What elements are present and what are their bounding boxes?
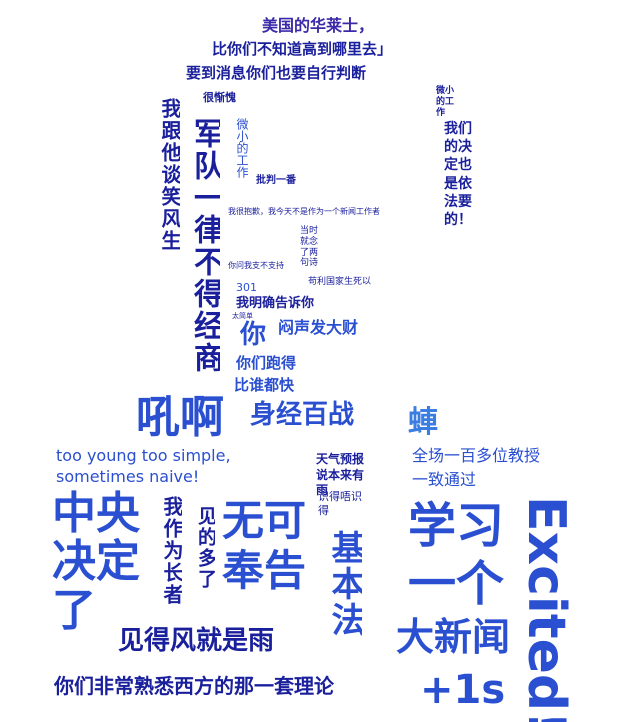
word-know: 中央决定了 [52,488,140,636]
word-angry: 微小的工作 [235,118,249,178]
word-sorry: 我很抱歉，我今天不是作为一个新闻工作者 [228,207,380,216]
word-compare: 比谁都快 [234,376,295,394]
word-weather: 识得唔识得 [318,490,362,518]
word-wind-rain: 见得风就是雨 [118,626,275,656]
word-battles: 身经百战 [250,400,355,430]
word-excited: Excited! [516,496,576,722]
word-deco-right: 蛼 [408,405,438,440]
word-ni: 你 [240,320,267,350]
word-elder: 我作为长者 [162,496,182,606]
word-plus1s: +1s [420,667,506,713]
word-small-work: 微小的工作 [436,86,455,118]
word-learn: 学习一个 [408,498,505,612]
word-higher: 比你们不知道高到哪里去」 [212,40,393,58]
word-army: 军队一律不得经商 [190,118,220,374]
word-news-judge: 要到消息你们也要自行判断 [186,64,367,82]
word-we-decide: 我们的决定也是依法要的！ [444,121,472,228]
word-roar: 吼啊 [136,392,224,443]
word-ashamed: 很惭愧 [203,91,236,104]
word-run: 你们跑得 [236,354,297,372]
word-at-time: 当时就念了两句诗 [300,226,319,269]
word-support: 你问我支不支持 [228,261,284,270]
word-nothing: 无可奉告 [222,496,307,596]
word-western: 你们非常熟悉西方的那一套理论 [54,674,334,698]
word-seen: 见的多了 [196,506,215,590]
word-naive-short: 太简单 [232,312,253,320]
word-big-news: 大新闻 [396,615,511,659]
word-clear: 我明确告诉你 [236,296,315,311]
word-talk-wind: 我跟他谈笑风生 [160,98,180,252]
word-decide: 天气预报说本来有雨 [316,452,365,498]
word-american: 美国的华莱士， [262,16,375,35]
word-basic-law: 基本法 [328,530,362,638]
word-voice: 闷声发大财 [278,318,359,337]
word-professors: 全场一百多位教授一致通过 [412,446,541,489]
word-301: 301 [236,281,257,294]
word-criticize: 批判一番 [256,175,296,186]
word-poem: 苟利国家生死以 [308,277,372,287]
word-naive-en: too young too simple, sometimes naive! [56,446,231,486]
